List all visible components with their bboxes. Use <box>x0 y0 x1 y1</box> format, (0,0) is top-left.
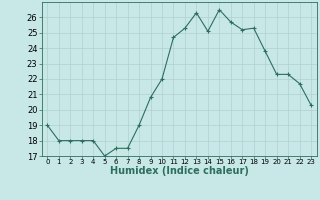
X-axis label: Humidex (Indice chaleur): Humidex (Indice chaleur) <box>110 166 249 176</box>
